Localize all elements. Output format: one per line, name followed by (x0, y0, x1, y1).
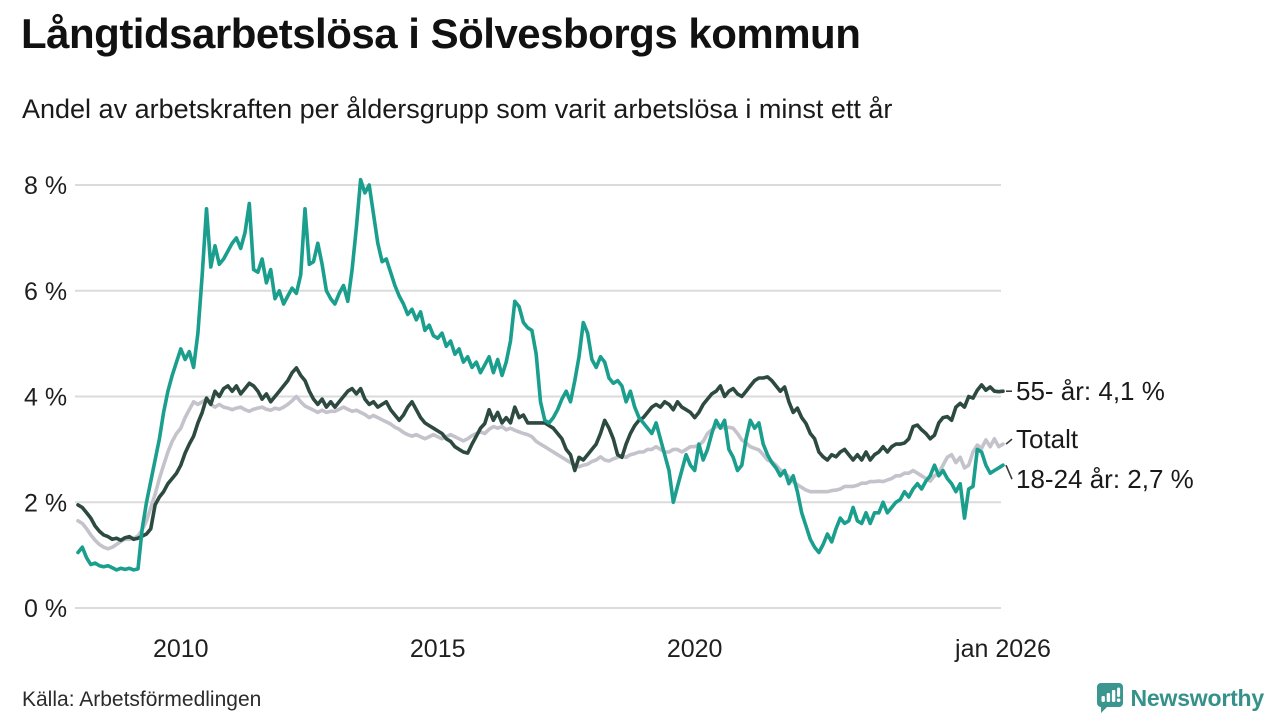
x-tick-label-2020: 2020 (667, 635, 723, 663)
x-tick-label-2026: jan 2026 (954, 635, 1051, 663)
line-totalt (76, 394, 1005, 551)
x-tick-label-2015: 2015 (410, 635, 466, 663)
y-tick-label: 0 % (24, 595, 67, 623)
newsworthy-wordmark: Newsworthy (1130, 684, 1265, 711)
y-tick-label: 8 % (24, 172, 67, 200)
series-end-label: 55- år: 4,1 % (1016, 376, 1165, 406)
y-tick-label: 2 % (24, 489, 67, 517)
newsworthy-bubble-icon (1096, 683, 1123, 713)
chart-title: Långtidsarbetslösa i Sölvesborgs kommun (21, 10, 861, 57)
source-label: Källa: Arbetsförmedlingen (22, 688, 262, 711)
line-55-r (76, 366, 1005, 543)
newsworthy-logo: Newsworthy (1096, 682, 1264, 714)
series-end-label: 18-24 år: 2,7 % (1016, 464, 1194, 494)
chart-subtitle: Andel av arbetskraften per åldersgrupp s… (22, 94, 893, 124)
label-connector (1005, 464, 1013, 480)
x-tick-label-2010: 2010 (153, 635, 209, 663)
series-end-label: Totalt (1016, 424, 1079, 454)
y-tick-label: 4 % (24, 384, 67, 412)
y-tick-label: 6 % (24, 278, 67, 306)
line-18-24r (76, 177, 1005, 572)
label-connector (1005, 438, 1013, 445)
